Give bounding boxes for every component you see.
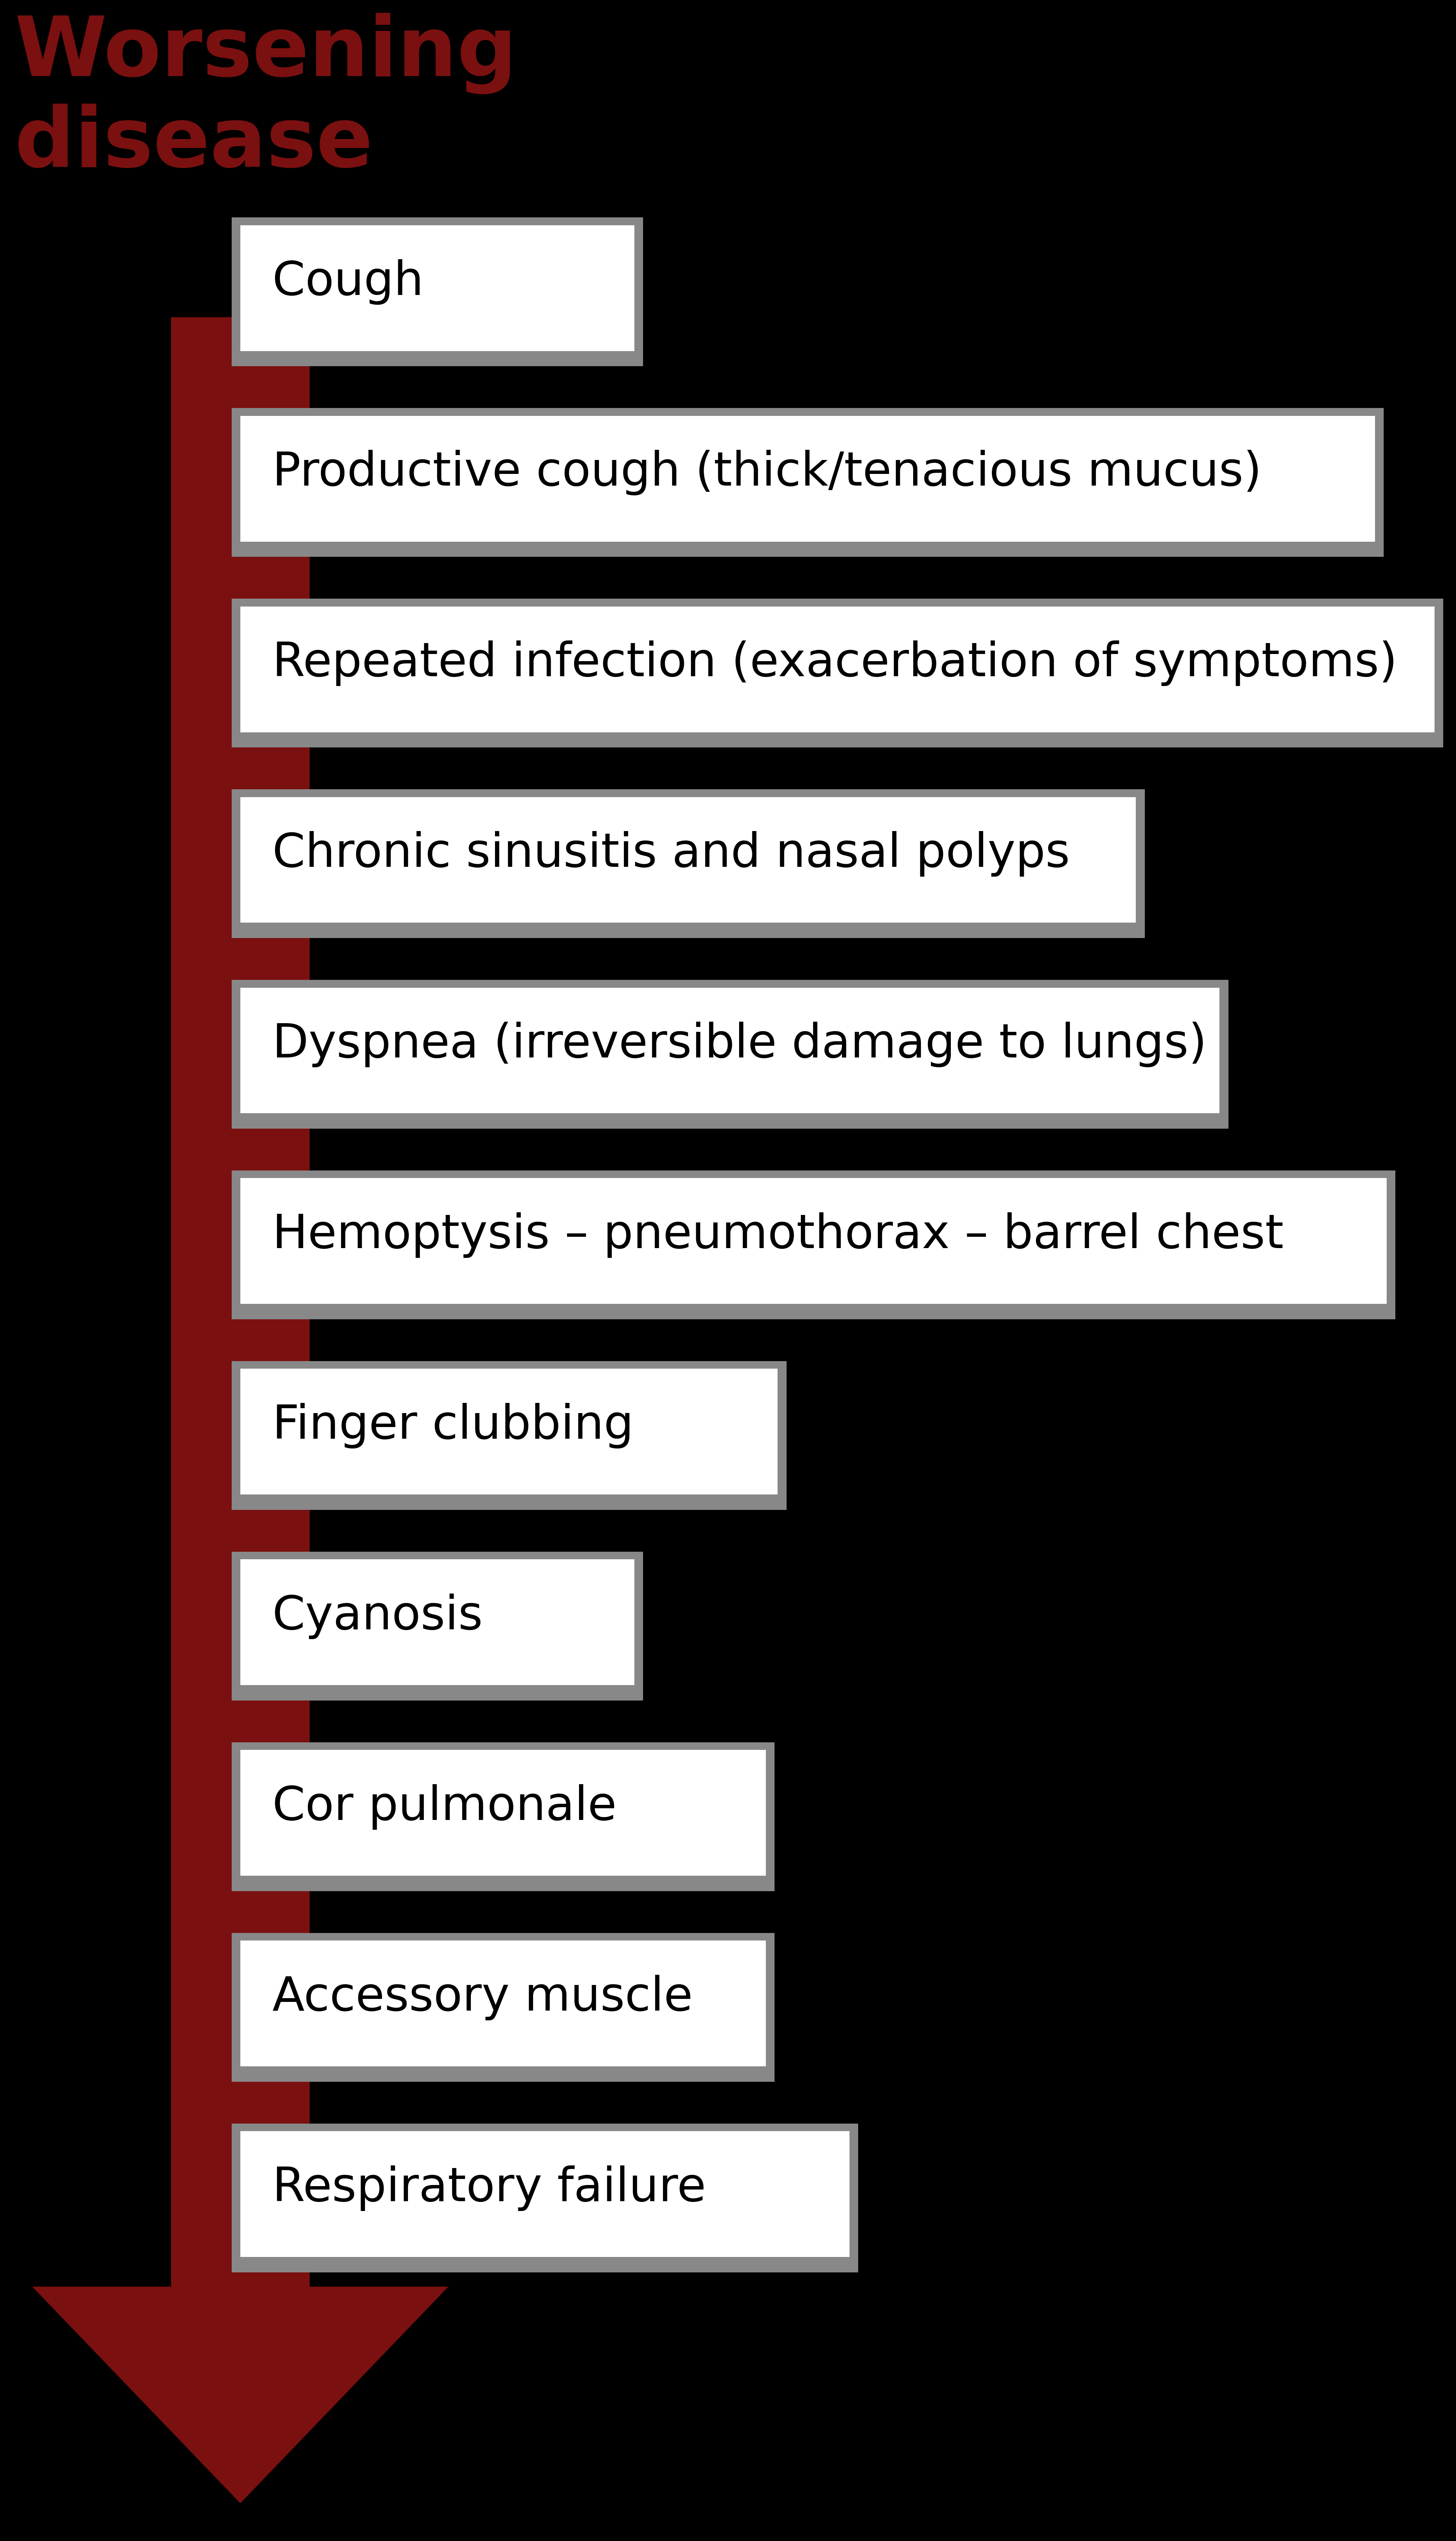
Text: Respiratory failure: Respiratory failure (272, 2165, 706, 2211)
Text: Cough: Cough (272, 259, 424, 305)
Text: Chronic sinusitis and nasal polyps: Chronic sinusitis and nasal polyps (272, 831, 1070, 877)
Bar (240, 798, 1136, 922)
Bar (240, 1179, 1386, 1304)
Text: Cyanosis: Cyanosis (272, 1593, 482, 1639)
Bar (240, 417, 1374, 541)
Bar (232, 409, 1383, 556)
Bar (232, 600, 1443, 747)
Text: Worsening
disease: Worsening disease (15, 13, 517, 183)
Text: Repeated infection (exacerbation of symptoms): Repeated infection (exacerbation of symp… (272, 640, 1396, 686)
Text: Finger clubbing: Finger clubbing (272, 1403, 633, 1448)
Bar (240, 2132, 849, 2256)
Bar (232, 981, 1227, 1128)
Bar (232, 1362, 786, 1509)
Text: Cor pulmonale: Cor pulmonale (272, 1784, 616, 1830)
Bar (240, 1370, 778, 1494)
Text: Dyspnea (irreversible damage to lungs): Dyspnea (irreversible damage to lungs) (272, 1021, 1207, 1067)
Bar (232, 219, 644, 366)
Bar (232, 790, 1144, 938)
Polygon shape (32, 2287, 448, 2503)
Bar (232, 1934, 775, 2081)
Bar (240, 607, 1434, 732)
Bar (240, 1560, 635, 1685)
Text: Accessory muscle: Accessory muscle (272, 1974, 693, 2020)
Text: Hemoptysis – pneumothorax – barrel chest: Hemoptysis – pneumothorax – barrel chest (272, 1212, 1283, 1258)
FancyBboxPatch shape (172, 318, 310, 2287)
Bar (232, 1743, 775, 1891)
Bar (232, 1171, 1395, 1319)
Bar (240, 226, 635, 351)
Text: Productive cough (thick/tenacious mucus): Productive cough (thick/tenacious mucus) (272, 450, 1261, 495)
Bar (240, 1941, 766, 2066)
Bar (232, 2124, 858, 2272)
Bar (232, 1553, 644, 1700)
Bar (240, 988, 1219, 1113)
Bar (240, 1751, 766, 1875)
